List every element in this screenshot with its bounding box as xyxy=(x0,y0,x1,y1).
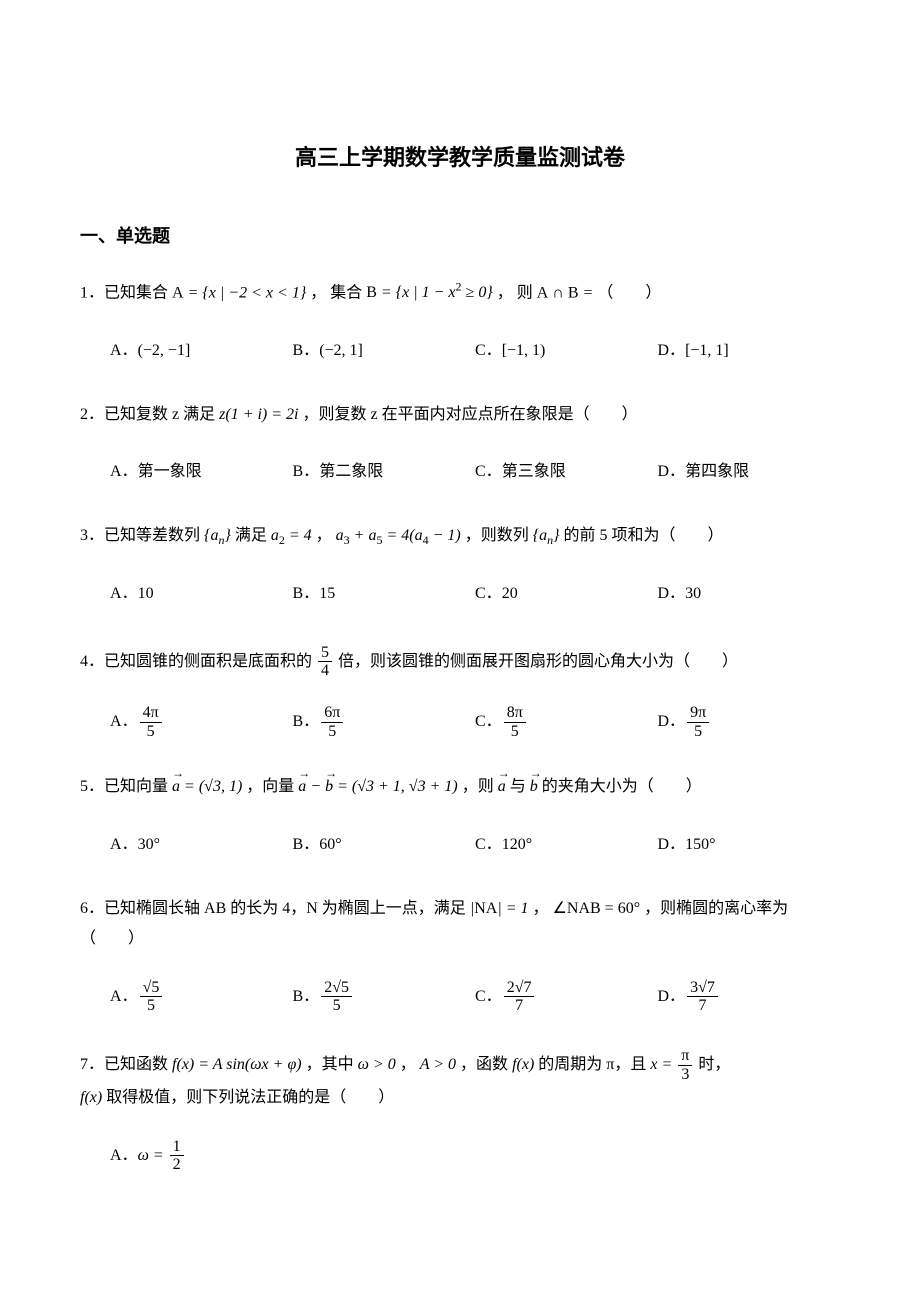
option-a: A．10 xyxy=(110,576,293,611)
question-number: 3． xyxy=(80,527,104,544)
question-number: 5． xyxy=(80,778,104,795)
options: A．ω = 12 xyxy=(80,1138,840,1174)
fraction: 6π5 xyxy=(321,704,343,740)
math-expr: f(x) xyxy=(80,1089,102,1106)
math-expr: ∠NAB = 60° xyxy=(553,900,641,917)
option-b: B．(−2, 1] xyxy=(293,333,476,368)
option-b: B．60° xyxy=(293,827,476,862)
question-number: 1． xyxy=(80,284,104,301)
options: A．√55 B．2√55 C．2√77 D．3√77 xyxy=(80,979,840,1015)
option-b: B．第二象限 xyxy=(293,454,476,489)
option-b: B．2√55 xyxy=(293,979,476,1015)
option-a: A．4π5 xyxy=(110,704,293,740)
fraction: 8π5 xyxy=(504,704,526,740)
option-a: A．ω = 12 xyxy=(110,1138,840,1174)
fraction: 4π5 xyxy=(140,704,162,740)
page-title: 高三上学期数学教学质量监测试卷 xyxy=(80,140,840,172)
question-stem: 3．已知等差数列 {an} 满足 a2 = 4 ， a3 + a5 = 4(a4… xyxy=(80,521,840,552)
option-d: D．3√77 xyxy=(658,979,841,1015)
option-a: A．30° xyxy=(110,827,293,862)
options: A．第一象限 B．第二象限 C．第三象限 D．第四象限 xyxy=(80,454,840,489)
question-4: 4．已知圆锥的侧面积是底面积的 54 倍，则该圆锥的侧面展开图扇形的圆心角大小为… xyxy=(80,644,840,741)
options: A．4π5 B．6π5 C．8π5 D．9π5 xyxy=(80,704,840,740)
question-number: 4． xyxy=(80,652,104,669)
question-3: 3．已知等差数列 {an} 满足 a2 = 4 ， a3 + a5 = 4(a4… xyxy=(80,521,840,611)
option-c: C．[−1, 1) xyxy=(475,333,658,368)
math-expr: a2 = 4 xyxy=(271,527,312,544)
math-expr: A ∩ B = xyxy=(537,284,594,301)
question-5: 5．已知向量 a = (√3, 1) ，向量 a − b = (√3 + 1, … xyxy=(80,772,840,862)
option-a: A．√55 xyxy=(110,979,293,1015)
option-c: C．20 xyxy=(475,576,658,611)
option-a: A．第一象限 xyxy=(110,454,293,489)
math-expr: z(1 + i) = 2i xyxy=(219,406,298,423)
question-stem: 2．已知复数 z 满足 z(1 + i) = 2i ，则复数 z 在平面内对应点… xyxy=(80,400,840,430)
math-expr: ω > 0 xyxy=(358,1056,396,1073)
options: A．(−2, −1] B．(−2, 1] C．[−1, 1) D．[−1, 1] xyxy=(80,333,840,368)
math-expr: B = {x | 1 − x2 ≥ 0} xyxy=(366,284,492,301)
option-d: D．9π5 xyxy=(658,704,841,740)
math-expr: b xyxy=(530,778,538,795)
fraction: 12 xyxy=(170,1138,184,1174)
question-6: 6．已知椭圆长轴 AB 的长为 4，N 为椭圆上一点，满足 |NA| = 1 ，… xyxy=(80,894,840,1015)
question-2: 2．已知复数 z 满足 z(1 + i) = 2i ，则复数 z 在平面内对应点… xyxy=(80,400,840,490)
math-expr: f(x) xyxy=(512,1056,534,1073)
option-c: C．第三象限 xyxy=(475,454,658,489)
option-d: D．[−1, 1] xyxy=(658,333,841,368)
math-expr: a xyxy=(498,778,506,795)
question-number: 7． xyxy=(80,1056,104,1073)
fraction: 2√55 xyxy=(321,979,352,1015)
fraction: π3 xyxy=(678,1047,692,1083)
question-stem: 1．已知集合 A = {x | −2 < x < 1} ， 集合 B = {x … xyxy=(80,276,840,309)
option-c: C．120° xyxy=(475,827,658,862)
section-header: 一、单选题 xyxy=(80,222,840,248)
math-expr: {an} xyxy=(533,527,560,544)
options: A．10 B．15 C．20 D．30 xyxy=(80,576,840,611)
math-expr: a = (√3, 1) xyxy=(172,778,242,795)
option-d: D．30 xyxy=(658,576,841,611)
math-expr: A = {x | −2 < x < 1} xyxy=(172,284,306,301)
fraction: 2√77 xyxy=(504,979,535,1015)
option-d: D．150° xyxy=(658,827,841,862)
math-expr: x = xyxy=(650,1056,676,1073)
question-stem: 7．已知函数 f(x) = A sin(ωx + φ) ，其中 ω > 0 ， … xyxy=(80,1047,840,1114)
question-7: 7．已知函数 f(x) = A sin(ωx + φ) ，其中 ω > 0 ， … xyxy=(80,1047,840,1174)
option-c: C．8π5 xyxy=(475,704,658,740)
question-stem: 4．已知圆锥的侧面积是底面积的 54 倍，则该圆锥的侧面展开图扇形的圆心角大小为… xyxy=(80,644,840,680)
math-expr: {an} xyxy=(204,527,231,544)
math-expr: a3 + a5 = 4(a4 − 1) xyxy=(336,527,461,544)
fraction: 54 xyxy=(318,644,332,680)
question-stem: 6．已知椭圆长轴 AB 的长为 4，N 为椭圆上一点，满足 |NA| = 1 ，… xyxy=(80,894,840,955)
question-number: 6． xyxy=(80,900,104,917)
math-expr: a − b = (√3 + 1, √3 + 1) xyxy=(298,778,457,795)
question-stem: 5．已知向量 a = (√3, 1) ，向量 a − b = (√3 + 1, … xyxy=(80,772,840,802)
options: A．30° B．60° C．120° D．150° xyxy=(80,827,840,862)
option-a: A．(−2, −1] xyxy=(110,333,293,368)
question-1: 1．已知集合 A = {x | −2 < x < 1} ， 集合 B = {x … xyxy=(80,276,840,368)
math-expr: |NA| = 1 xyxy=(470,900,529,917)
question-number: 2． xyxy=(80,406,104,423)
math-expr: f(x) = A sin(ωx + φ) xyxy=(172,1056,302,1073)
fraction: √55 xyxy=(140,979,163,1015)
option-c: C．2√77 xyxy=(475,979,658,1015)
option-d: D．第四象限 xyxy=(658,454,841,489)
math-expr: A > 0 xyxy=(420,1056,456,1073)
option-b: B．6π5 xyxy=(293,704,476,740)
fraction: 9π5 xyxy=(687,704,709,740)
option-b: B．15 xyxy=(293,576,476,611)
fraction: 3√77 xyxy=(687,979,718,1015)
